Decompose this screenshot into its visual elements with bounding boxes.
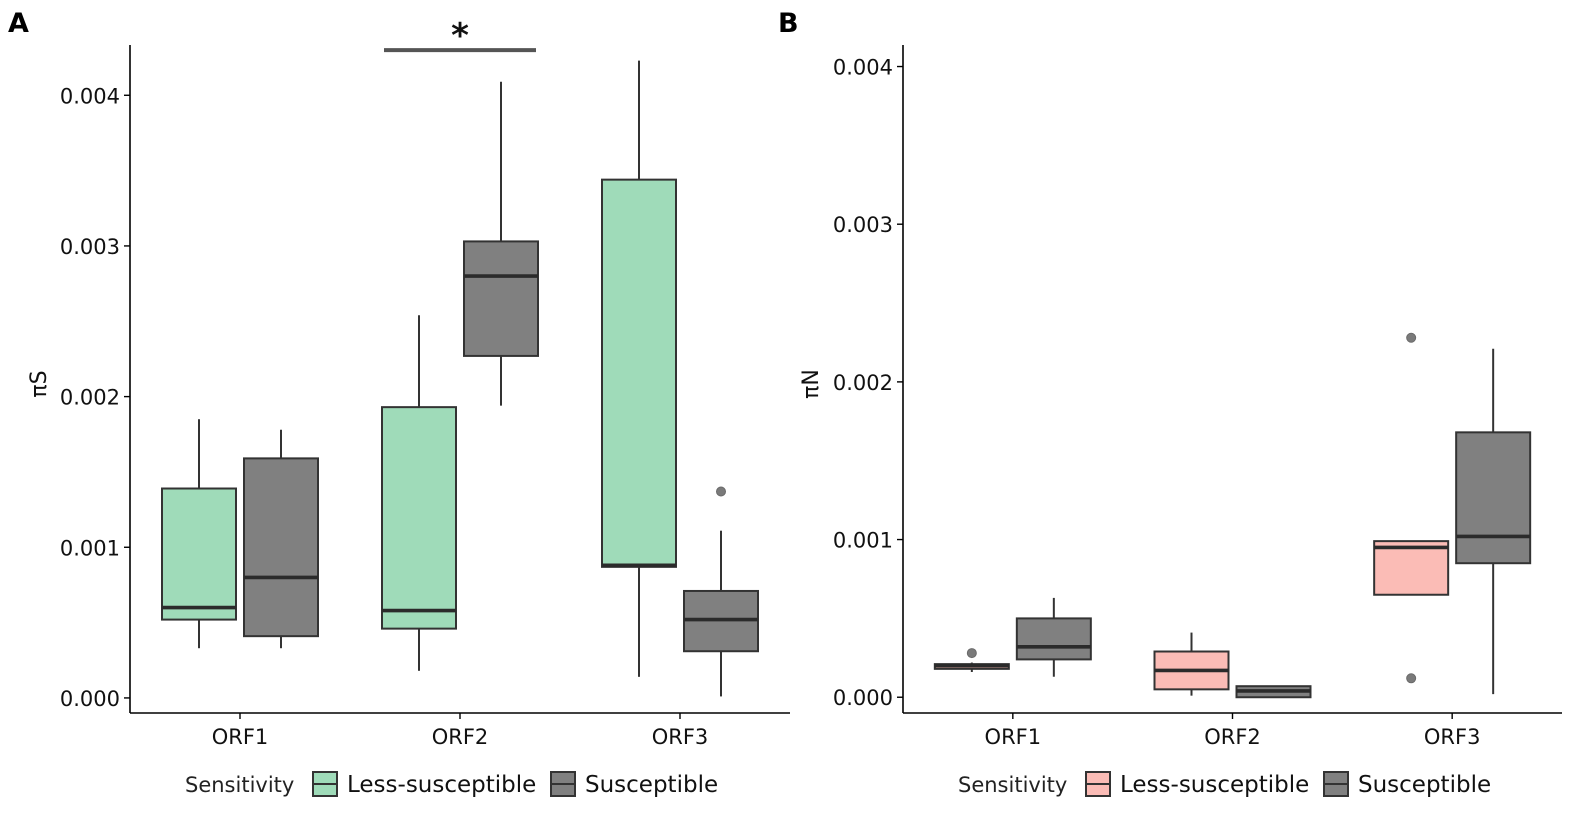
outlier-point — [966, 648, 977, 659]
x-tick-label: ORF3 — [652, 725, 709, 749]
x-tick-label: ORF2 — [1204, 725, 1261, 749]
panel-label: A — [8, 8, 29, 39]
y-tick-label: 0.001 — [833, 529, 893, 553]
legend-label: Less-susceptible — [347, 772, 536, 798]
y-tick-label: 0.004 — [833, 56, 893, 80]
y-tick-label: 0.004 — [60, 84, 120, 108]
y-axis-title: πN — [799, 369, 824, 399]
outlier-point — [716, 486, 726, 497]
panel-label: B — [778, 8, 799, 39]
panel-b: B 0.000 0.001 0.002 0.003 0.004 πN ORF1 ORF2 ORF3… — [778, 8, 1562, 798]
x-tick-label: ORF2 — [432, 725, 489, 749]
significance-star: * — [451, 16, 469, 56]
y-tick-label: 0.003 — [60, 235, 120, 259]
panel-a: A 0.000 0.001 0.002 0.003 0.004 πS ORF1 ORF2 ORF3… — [8, 8, 790, 798]
x-tick-label: ORF1 — [985, 725, 1042, 749]
legend-label: Susceptible — [1358, 772, 1491, 798]
outlier-point — [1406, 332, 1417, 343]
y-tick-label: 0.000 — [833, 686, 893, 710]
y-tick-label: 0.002 — [833, 371, 893, 395]
box-iqr — [1373, 540, 1450, 596]
box-iqr — [601, 178, 677, 568]
x-tick-label: ORF1 — [212, 725, 269, 749]
legend-label: Susceptible — [585, 772, 718, 798]
y-tick-label: 0.001 — [60, 536, 120, 560]
box-iqr — [1455, 431, 1532, 565]
box-iqr — [463, 240, 539, 357]
y-axis-title: πS — [27, 370, 52, 397]
box-iqr — [161, 487, 237, 621]
legend-title: Sensitivity — [958, 773, 1067, 797]
box-iqr — [1015, 617, 1092, 661]
y-tick-label: 0.000 — [60, 687, 120, 711]
legend-title: Sensitivity — [185, 773, 294, 797]
x-tick-label: ORF3 — [1424, 725, 1481, 749]
box-iqr — [381, 406, 457, 630]
outlier-point — [1406, 673, 1417, 684]
box-iqr — [243, 457, 319, 638]
y-tick-label: 0.002 — [60, 386, 120, 410]
legend-label: Less-susceptible — [1120, 772, 1309, 798]
y-tick-label: 0.003 — [833, 213, 893, 237]
